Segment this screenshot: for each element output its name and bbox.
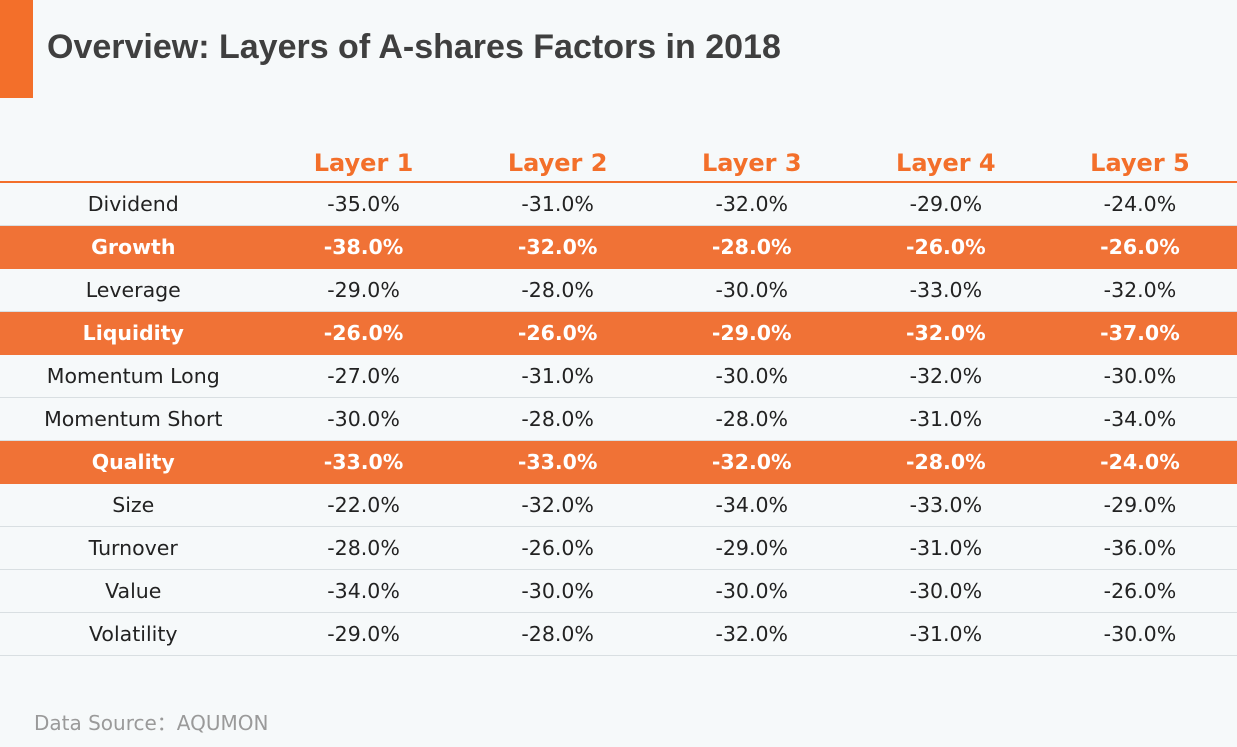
header-corner (0, 144, 267, 183)
table-cell: -26.0% (1042, 225, 1237, 269)
table-cell: -32.0% (654, 612, 849, 656)
table-row: Momentum Short -30.0% -28.0% -28.0% -31.0% -3… (0, 397, 1237, 441)
table-cell: -32.0% (654, 182, 849, 226)
title-accent-bar (0, 0, 33, 98)
data-source-note: Data Source：AQUMON (34, 711, 269, 735)
table-cell: -33.0% (848, 483, 1043, 527)
table-cell: -34.0% (1042, 397, 1237, 441)
column-header: Layer 5 (1042, 144, 1237, 183)
factor-label: Size (0, 483, 267, 527)
table-cell: -24.0% (1042, 440, 1237, 484)
table-cell: -22.0% (266, 483, 461, 527)
table-row: Value -34.0% -30.0% -30.0% -30.0% -26.0% (0, 569, 1237, 613)
table-cell: -30.0% (266, 397, 461, 441)
table-cell: -28.0% (460, 397, 655, 441)
table-row: Quality -33.0% -33.0% -32.0% -28.0% -24.0% (0, 440, 1237, 484)
table-cell: -29.0% (1042, 483, 1237, 527)
table-cell: -26.0% (460, 311, 655, 355)
table-cell: -26.0% (1042, 569, 1237, 613)
table-cell: -26.0% (848, 225, 1043, 269)
table-row: Momentum Long -27.0% -31.0% -30.0% -32.0% -30… (0, 354, 1237, 398)
table-cell: -32.0% (460, 483, 655, 527)
table-cell: -28.0% (460, 268, 655, 312)
table-cell: -26.0% (460, 526, 655, 570)
factor-label: Leverage (0, 268, 267, 312)
table-cell: -28.0% (654, 225, 849, 269)
table-cell: -26.0% (266, 311, 461, 355)
table-cell: -31.0% (460, 354, 655, 398)
table-cell: -31.0% (848, 526, 1043, 570)
column-header: Layer 4 (848, 144, 1043, 183)
table-cell: -33.0% (848, 268, 1043, 312)
table-cell: -29.0% (848, 182, 1043, 226)
table-cell: -31.0% (848, 397, 1043, 441)
table-cell: -27.0% (266, 354, 461, 398)
table-cell: -35.0% (266, 182, 461, 226)
table-cell: -30.0% (848, 569, 1043, 613)
factor-label: Liquidity (0, 311, 267, 355)
table-cell: -38.0% (266, 225, 461, 269)
table-body: Dividend -35.0% -31.0% -32.0% -29.0% -24.0% Gr… (0, 182, 1237, 656)
factor-label: Momentum Short (0, 397, 267, 441)
header-row: Layer 1 Layer 2 Layer 3 Layer 4 Layer 5 (0, 144, 1237, 183)
factor-label: Value (0, 569, 267, 613)
table-cell: -30.0% (654, 354, 849, 398)
table-cell: -32.0% (460, 225, 655, 269)
table-cell: -30.0% (654, 569, 849, 613)
table-cell: -31.0% (848, 612, 1043, 656)
page-title: Overview: Layers of A-shares Factors in … (47, 28, 781, 66)
table-cell: -29.0% (266, 268, 461, 312)
table-cell: -28.0% (266, 526, 461, 570)
table-cell: -32.0% (848, 354, 1043, 398)
table-cell: -34.0% (654, 483, 849, 527)
table-cell: -37.0% (1042, 311, 1237, 355)
table-cell: -34.0% (266, 569, 461, 613)
factor-label: Quality (0, 440, 267, 484)
table-cell: -29.0% (654, 311, 849, 355)
table-cell: -36.0% (1042, 526, 1237, 570)
column-header: Layer 3 (654, 144, 849, 183)
table-cell: -31.0% (460, 182, 655, 226)
table-row: Liquidity -26.0% -26.0% -29.0% -32.0% -37.0% (0, 311, 1237, 355)
table-cell: -33.0% (460, 440, 655, 484)
factor-label: Growth (0, 225, 267, 269)
column-header: Layer 2 (460, 144, 655, 183)
table-row: Dividend -35.0% -31.0% -32.0% -29.0% -24.0% (0, 182, 1237, 226)
factor-label: Dividend (0, 182, 267, 226)
table-cell: -28.0% (460, 612, 655, 656)
table-cell: -29.0% (266, 612, 461, 656)
table-cell: -28.0% (654, 397, 849, 441)
table-cell: -30.0% (654, 268, 849, 312)
table-row: Leverage -29.0% -28.0% -30.0% -33.0% -32.0% (0, 268, 1237, 312)
table-cell: -30.0% (1042, 612, 1237, 656)
table-row: Size -22.0% -32.0% -34.0% -33.0% -29.0% (0, 483, 1237, 527)
factor-label: Turnover (0, 526, 267, 570)
table-row: Turnover -28.0% -26.0% -29.0% -31.0% -36.0% (0, 526, 1237, 570)
factor-label: Volatility (0, 612, 267, 656)
table-cell: -30.0% (460, 569, 655, 613)
table-cell: -29.0% (654, 526, 849, 570)
table-row: Growth -38.0% -32.0% -28.0% -26.0% -26.0% (0, 225, 1237, 269)
table-cell: -32.0% (1042, 268, 1237, 312)
table-row: Volatility -29.0% -28.0% -32.0% -31.0% -30.0% (0, 612, 1237, 656)
table-cell: -33.0% (266, 440, 461, 484)
column-header: Layer 1 (266, 144, 461, 183)
table-cell: -30.0% (1042, 354, 1237, 398)
table-cell: -28.0% (848, 440, 1043, 484)
table-cell: -24.0% (1042, 182, 1237, 226)
factor-table: Layer 1 Layer 2 Layer 3 Layer 4 Layer 5 … (0, 144, 1237, 656)
table-cell: -32.0% (654, 440, 849, 484)
table-cell: -32.0% (848, 311, 1043, 355)
factor-label: Momentum Long (0, 354, 267, 398)
